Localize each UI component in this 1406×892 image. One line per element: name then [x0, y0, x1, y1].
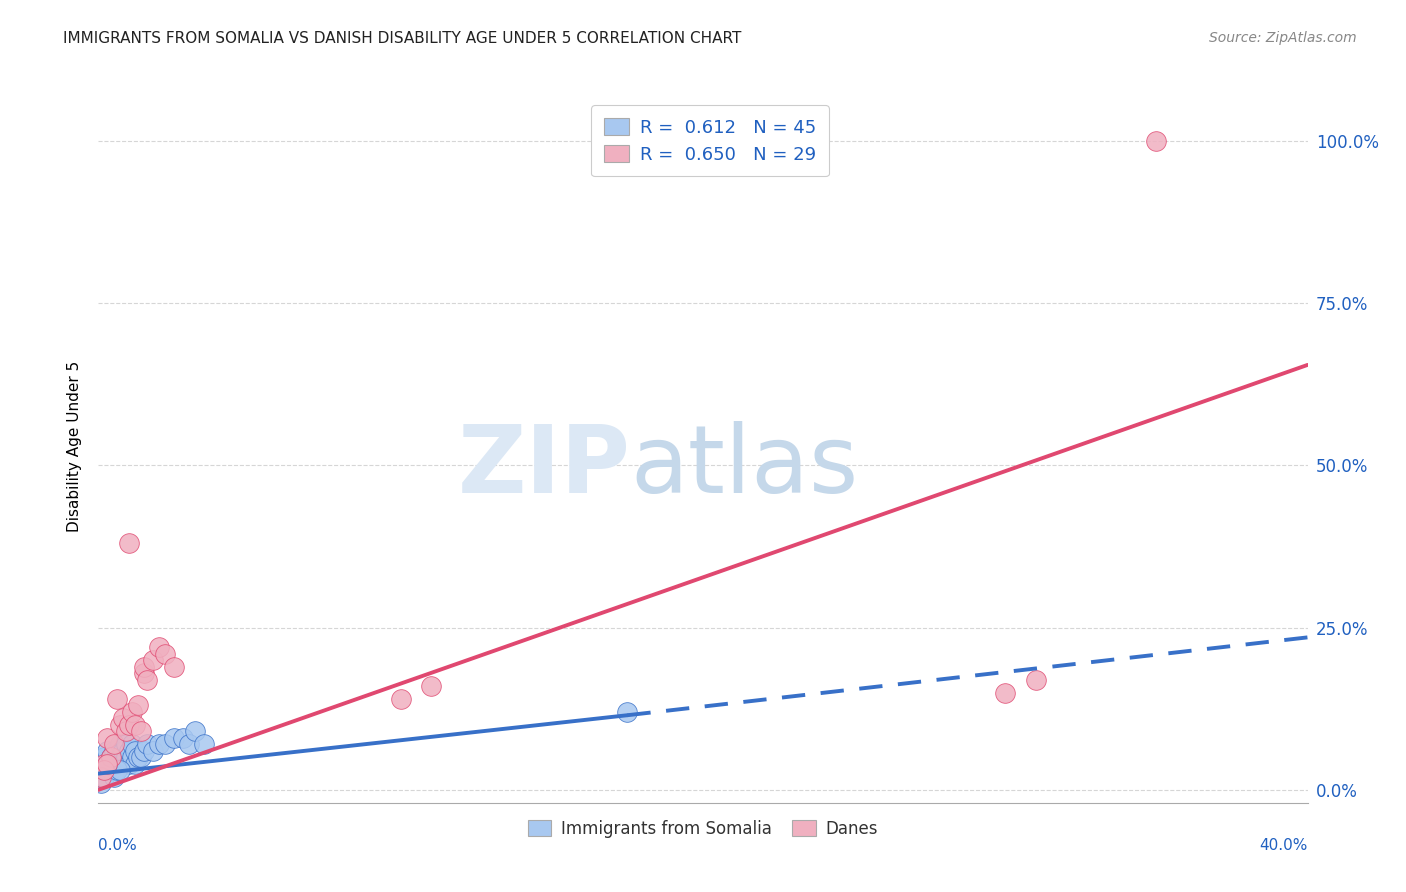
Point: [127, 698, 149, 713]
Point: [105, 764, 128, 778]
Point: [111, 711, 134, 725]
Point: [132, 666, 155, 681]
Point: [96, 756, 118, 771]
Text: Source: ZipAtlas.com: Source: ZipAtlas.com: [1209, 31, 1357, 45]
Point: [100, 764, 122, 778]
Point: [121, 750, 143, 764]
Point: [129, 724, 152, 739]
Point: [172, 731, 194, 745]
Point: [124, 718, 146, 732]
Point: [108, 738, 131, 752]
Point: [103, 770, 125, 784]
Point: [108, 718, 131, 732]
Point: [1144, 134, 1167, 148]
Point: [93, 764, 115, 778]
Point: [389, 692, 412, 706]
Point: [179, 738, 201, 752]
Point: [135, 738, 157, 752]
Point: [93, 756, 115, 771]
Point: [121, 705, 143, 719]
Point: [105, 692, 128, 706]
Point: [118, 718, 141, 732]
Point: [153, 738, 176, 752]
Point: [90, 770, 112, 784]
Point: [420, 679, 443, 693]
Point: [118, 536, 141, 550]
Point: [93, 750, 115, 764]
Point: [148, 738, 170, 752]
Point: [100, 764, 122, 778]
Point: [96, 756, 118, 771]
Point: [93, 770, 115, 784]
Point: [114, 750, 136, 764]
Point: [1024, 673, 1046, 687]
Point: [142, 653, 165, 667]
Text: atlas: atlas: [630, 421, 859, 514]
Point: [616, 705, 638, 719]
Point: [148, 640, 170, 654]
Point: [118, 756, 141, 771]
Point: [96, 731, 118, 745]
Point: [93, 764, 115, 778]
Point: [96, 744, 118, 758]
Point: [100, 750, 122, 764]
Point: [132, 659, 155, 673]
Point: [108, 750, 131, 764]
Text: IMMIGRANTS FROM SOMALIA VS DANISH DISABILITY AGE UNDER 5 CORRELATION CHART: IMMIGRANTS FROM SOMALIA VS DANISH DISABI…: [63, 31, 741, 46]
Point: [994, 685, 1017, 699]
Point: [153, 647, 176, 661]
Point: [124, 744, 146, 758]
Point: [103, 756, 125, 771]
Text: 0.0%: 0.0%: [98, 838, 138, 854]
Point: [127, 750, 149, 764]
Point: [90, 770, 112, 784]
Text: 40.0%: 40.0%: [1260, 838, 1308, 854]
Point: [193, 738, 215, 752]
Point: [111, 756, 134, 771]
Point: [96, 764, 118, 778]
Point: [90, 770, 112, 784]
Y-axis label: Disability Age Under 5: Disability Age Under 5: [67, 360, 83, 532]
Point: [163, 659, 186, 673]
Point: [118, 744, 141, 758]
Point: [111, 744, 134, 758]
Point: [163, 731, 186, 745]
Point: [105, 744, 128, 758]
Point: [114, 738, 136, 752]
Point: [135, 673, 157, 687]
Point: [142, 744, 165, 758]
Point: [184, 724, 207, 739]
Point: [96, 756, 118, 771]
Point: [132, 744, 155, 758]
Point: [124, 756, 146, 771]
Point: [129, 750, 152, 764]
Point: [103, 738, 125, 752]
Legend: Immigrants from Somalia, Danes: Immigrants from Somalia, Danes: [522, 814, 884, 845]
Point: [114, 724, 136, 739]
Point: [103, 744, 125, 758]
Text: ZIP: ZIP: [457, 421, 630, 514]
Point: [121, 738, 143, 752]
Point: [105, 756, 128, 771]
Point: [100, 750, 122, 764]
Point: [108, 764, 131, 778]
Point: [90, 776, 112, 790]
